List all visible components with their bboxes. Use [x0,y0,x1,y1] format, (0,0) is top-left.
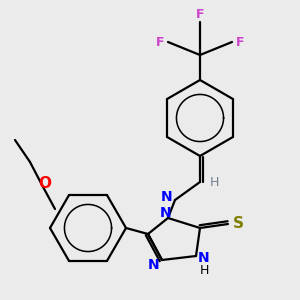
Text: N: N [148,258,160,272]
Text: F: F [236,35,244,49]
Text: F: F [196,8,204,20]
Text: H: H [199,265,209,278]
Text: O: O [38,176,52,191]
Text: H: H [209,176,219,188]
Text: N: N [160,206,172,220]
Text: F: F [156,35,164,49]
Text: N: N [198,251,210,265]
Text: N: N [161,190,173,204]
Text: S: S [232,217,244,232]
